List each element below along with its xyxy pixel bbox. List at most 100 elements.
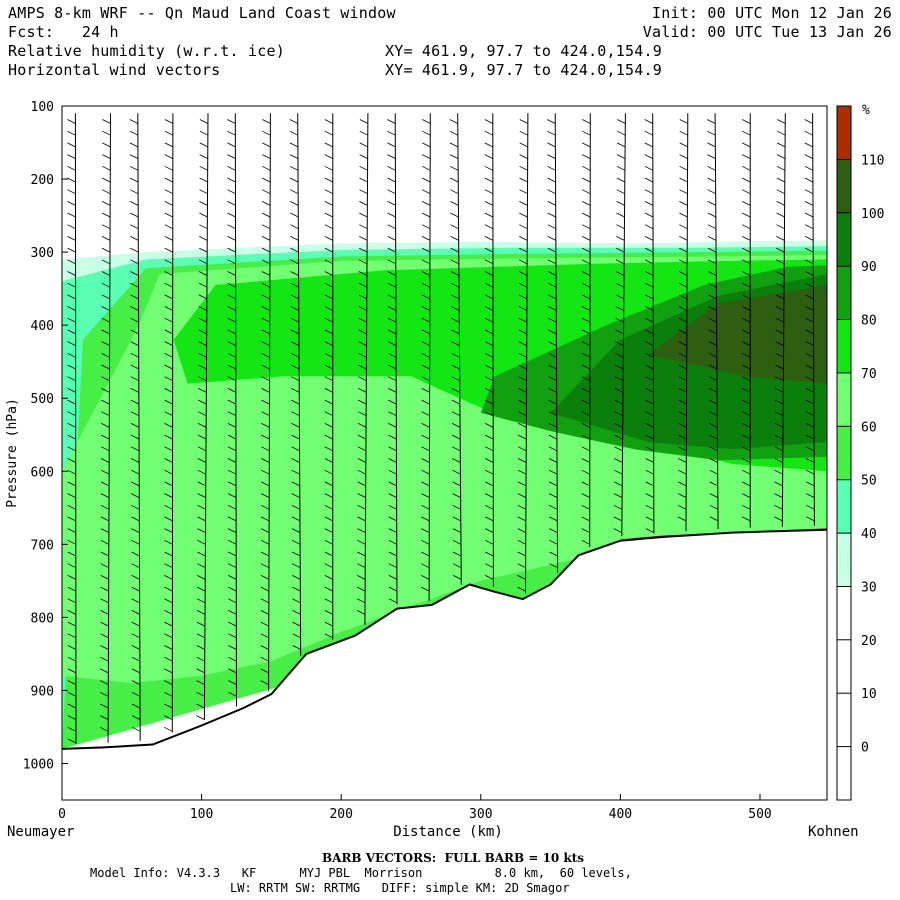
wind-barb-flag	[388, 504, 397, 510]
wind-barb-flag	[421, 236, 431, 241]
wind-barb-flag	[388, 469, 397, 475]
wind-barb-flag	[774, 423, 784, 428]
wind-barb-flag	[388, 376, 397, 382]
wind-barb-flag	[388, 516, 397, 522]
wind-barb-flag	[581, 376, 591, 382]
header-field1-xy: XY= 461.9, 97.7 to 424.0,154.9	[385, 42, 662, 60]
wind-barb-flag	[451, 388, 460, 393]
wind-barb-flag	[196, 645, 205, 650]
wind-barb-flag	[228, 598, 237, 604]
wind-barb-flag	[775, 376, 784, 382]
wind-barb-flag	[519, 224, 528, 230]
wind-barb-flag	[485, 504, 494, 510]
wind-barb-flag	[290, 352, 300, 358]
wind-barb-flag	[679, 177, 688, 183]
wind-barb-flag	[324, 189, 333, 195]
wind-barb-flag	[709, 504, 719, 510]
wind-barb-column	[613, 113, 626, 537]
wind-barb-flag	[421, 282, 431, 288]
wind-barb-flag	[742, 317, 751, 323]
wind-barb-flag	[197, 516, 206, 522]
wind-barb-flag	[198, 399, 207, 405]
wind-barb-flag	[101, 247, 111, 253]
wind-barb-flag	[228, 691, 237, 697]
wind-barb-flag	[451, 376, 460, 382]
wind-barb-flag	[197, 586, 206, 592]
wind-barb-column	[67, 113, 77, 745]
x-tick-label: 200	[329, 807, 352, 822]
wind-barb-flag	[130, 352, 139, 358]
wind-barb-flag	[485, 493, 494, 498]
wind-barb-flag	[228, 551, 237, 557]
wind-barb-flag	[449, 130, 458, 136]
wind-barb-staff	[812, 113, 815, 526]
wind-barb-flag	[742, 247, 751, 253]
wind-barb-flag	[421, 364, 430, 370]
wind-barb-flag	[775, 341, 784, 346]
wind-barb-flag	[227, 317, 236, 323]
wind-barb-flag	[776, 177, 785, 183]
wind-barb-flag	[775, 364, 784, 370]
wind-barb-flag	[422, 142, 431, 148]
wind-barb-flag	[679, 154, 688, 159]
wind-barb-flag	[421, 329, 430, 335]
wind-barb-flag	[164, 119, 174, 124]
wind-barb-flag	[548, 364, 557, 370]
wind-barb-flag	[291, 388, 300, 393]
wind-barb-flag	[708, 341, 717, 346]
wind-barb-flag	[742, 376, 751, 382]
wind-barb-flag	[358, 399, 367, 405]
wind-barb-flag	[67, 563, 76, 569]
wind-barb-flag	[645, 458, 654, 463]
wind-barb-flag	[548, 423, 557, 428]
wind-barb-flag	[806, 481, 815, 487]
x-start-location: Neumayer	[7, 824, 74, 840]
wind-barb-flag	[805, 271, 814, 276]
wind-barb-flag	[387, 247, 396, 253]
wind-barb-flag	[484, 189, 494, 195]
wind-barb-flag	[484, 306, 494, 311]
wind-barb-flag	[678, 317, 688, 323]
wind-barb-flag	[549, 504, 558, 510]
wind-barb-flag	[616, 212, 625, 218]
wind-barb-flag	[197, 575, 206, 580]
wind-barb-flag	[67, 259, 76, 265]
colorbar-swatch	[837, 746, 851, 800]
wind-barb-flag	[776, 142, 786, 148]
wind-barb-flag	[742, 388, 751, 393]
wind-barb-flag	[519, 165, 528, 171]
wind-barb-flag	[324, 423, 333, 428]
wind-barb-flag	[102, 130, 111, 136]
wind-barb-flag	[452, 493, 461, 498]
wind-barb-flag	[164, 446, 173, 452]
wind-barb-flag	[67, 715, 77, 720]
wind-barb-flag	[517, 528, 526, 533]
wind-barb-column	[804, 113, 815, 526]
wind-barb-flag	[261, 399, 270, 405]
wind-barb-flag	[199, 247, 208, 253]
wind-barb-flag	[290, 247, 299, 253]
wind-barb-flag	[356, 610, 366, 615]
wind-barb-flag	[547, 259, 557, 265]
wind-barb-flag	[581, 364, 591, 370]
wind-barb-flag	[358, 341, 367, 346]
wind-barb-flag	[324, 364, 333, 370]
wind-barb-flag	[449, 165, 459, 171]
wind-barb-flag	[67, 388, 76, 393]
wind-barb-flag	[357, 528, 366, 533]
wind-barb-flag	[450, 282, 460, 288]
wind-barb-flag	[388, 539, 397, 545]
wind-barb-flag	[164, 189, 173, 195]
wind-barb-flag	[421, 201, 431, 206]
wind-barb-flag	[324, 294, 333, 300]
wind-barb-flag	[615, 341, 624, 346]
wind-barb-flag	[805, 294, 814, 300]
wind-barb-flag	[324, 352, 333, 358]
wind-barb-flag	[678, 388, 687, 393]
wind-barb-flag	[581, 317, 591, 323]
wind-barb-flag	[742, 212, 751, 218]
wind-barb-flag	[228, 610, 237, 615]
wind-barb-flag	[707, 224, 717, 230]
wind-barb-flag	[100, 680, 109, 685]
wind-barb-flag	[742, 177, 751, 183]
